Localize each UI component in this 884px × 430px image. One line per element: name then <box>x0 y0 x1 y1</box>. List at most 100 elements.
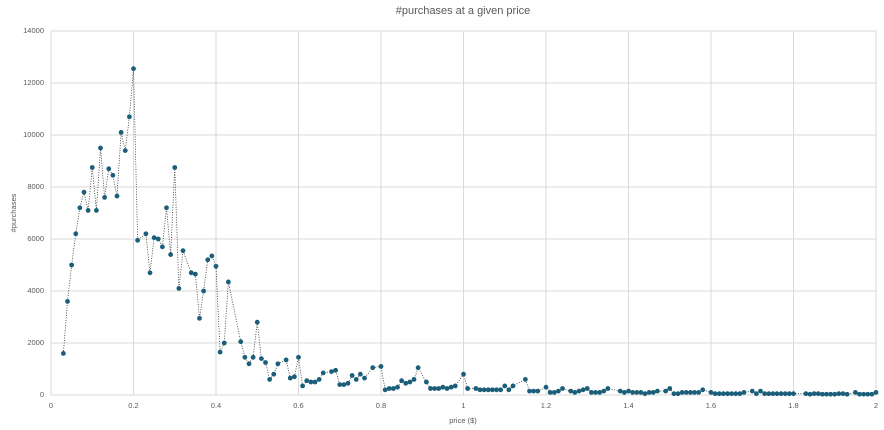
data-point <box>106 166 112 172</box>
data-point <box>819 391 825 397</box>
data-point <box>803 391 809 397</box>
data-point <box>440 384 446 390</box>
data-point <box>126 114 132 120</box>
data-point <box>791 391 796 397</box>
data-point <box>683 390 689 395</box>
y-tick-label: 10000 <box>23 130 44 139</box>
data-point <box>312 379 318 385</box>
data-point <box>741 390 747 395</box>
y-tick-label: 12000 <box>23 78 44 87</box>
data-point <box>481 387 487 393</box>
data-point <box>308 379 314 385</box>
data-point <box>329 369 334 374</box>
data-point <box>696 390 702 395</box>
data-point <box>510 383 516 389</box>
data-point <box>337 382 343 387</box>
data-point <box>65 299 70 304</box>
data-point <box>180 248 186 254</box>
data-point <box>584 386 590 391</box>
data-point <box>852 390 858 395</box>
data-point <box>60 351 66 356</box>
data-point <box>225 279 231 285</box>
x-tick-label: 1.2 <box>541 401 551 410</box>
data-point <box>155 236 161 242</box>
data-point <box>840 391 846 397</box>
series-line <box>62 68 877 395</box>
data-point <box>271 371 277 377</box>
data-point <box>131 66 136 72</box>
data-point <box>428 386 433 391</box>
data-point <box>861 391 867 397</box>
data-point <box>782 391 788 397</box>
data-point <box>828 391 834 397</box>
data-point <box>246 361 252 367</box>
x-tick-label: 1.8 <box>788 401 798 410</box>
data-point <box>675 391 681 397</box>
data-point <box>865 391 871 397</box>
data-point <box>85 208 91 213</box>
data-point <box>147 270 153 276</box>
data-point <box>749 388 755 394</box>
data-point <box>143 231 149 237</box>
data-point <box>448 384 454 390</box>
x-tick-label: 0.4 <box>211 401 221 410</box>
chart-title: #purchases at a given price <box>396 5 531 17</box>
data-point <box>275 361 281 367</box>
data-point <box>572 390 578 395</box>
data-point <box>300 383 306 389</box>
data-point <box>494 387 499 393</box>
data-point <box>593 390 598 395</box>
data-point <box>679 390 685 395</box>
data-point <box>263 360 268 365</box>
data-point <box>415 365 421 371</box>
data-point <box>527 388 532 394</box>
y-tick-label: 8000 <box>27 182 44 191</box>
data-point <box>786 391 792 397</box>
data-point <box>73 231 79 237</box>
data-point <box>403 380 409 386</box>
data-point <box>873 390 879 395</box>
data-point <box>432 386 438 391</box>
data-point <box>654 388 660 394</box>
data-point <box>605 386 611 391</box>
data-point <box>176 286 182 291</box>
data-point <box>630 390 636 395</box>
data-point <box>502 383 508 389</box>
x-tick-label: 1 <box>461 401 465 410</box>
data-point <box>720 391 726 397</box>
data-point <box>110 172 116 178</box>
data-point <box>407 379 413 385</box>
x-tick-label: 2 <box>874 401 878 410</box>
data-point <box>164 205 169 211</box>
data-point <box>197 315 202 321</box>
data-point <box>588 390 594 395</box>
data-point <box>580 387 586 393</box>
data-point <box>473 386 479 391</box>
data-point <box>89 165 95 170</box>
data-point <box>543 384 549 390</box>
data-point <box>93 208 99 213</box>
data-point <box>411 377 417 382</box>
data-point <box>98 145 103 151</box>
data-point <box>370 365 376 371</box>
data-point <box>378 364 384 369</box>
data-point <box>687 390 693 395</box>
y-tick-label: 14000 <box>23 26 44 35</box>
data-point <box>617 388 623 394</box>
data-point <box>382 387 388 393</box>
data-point <box>77 205 83 211</box>
data-point <box>151 235 157 241</box>
data-point <box>601 388 607 394</box>
data-point <box>716 391 722 397</box>
data-point <box>135 237 141 243</box>
data-point <box>213 263 219 269</box>
data-point <box>341 382 347 387</box>
data-point <box>81 189 87 195</box>
data-point <box>436 386 442 391</box>
data-point <box>333 367 339 373</box>
data-point <box>535 388 541 394</box>
data-point <box>250 354 256 360</box>
data-point <box>353 377 359 382</box>
data-point <box>254 319 260 325</box>
